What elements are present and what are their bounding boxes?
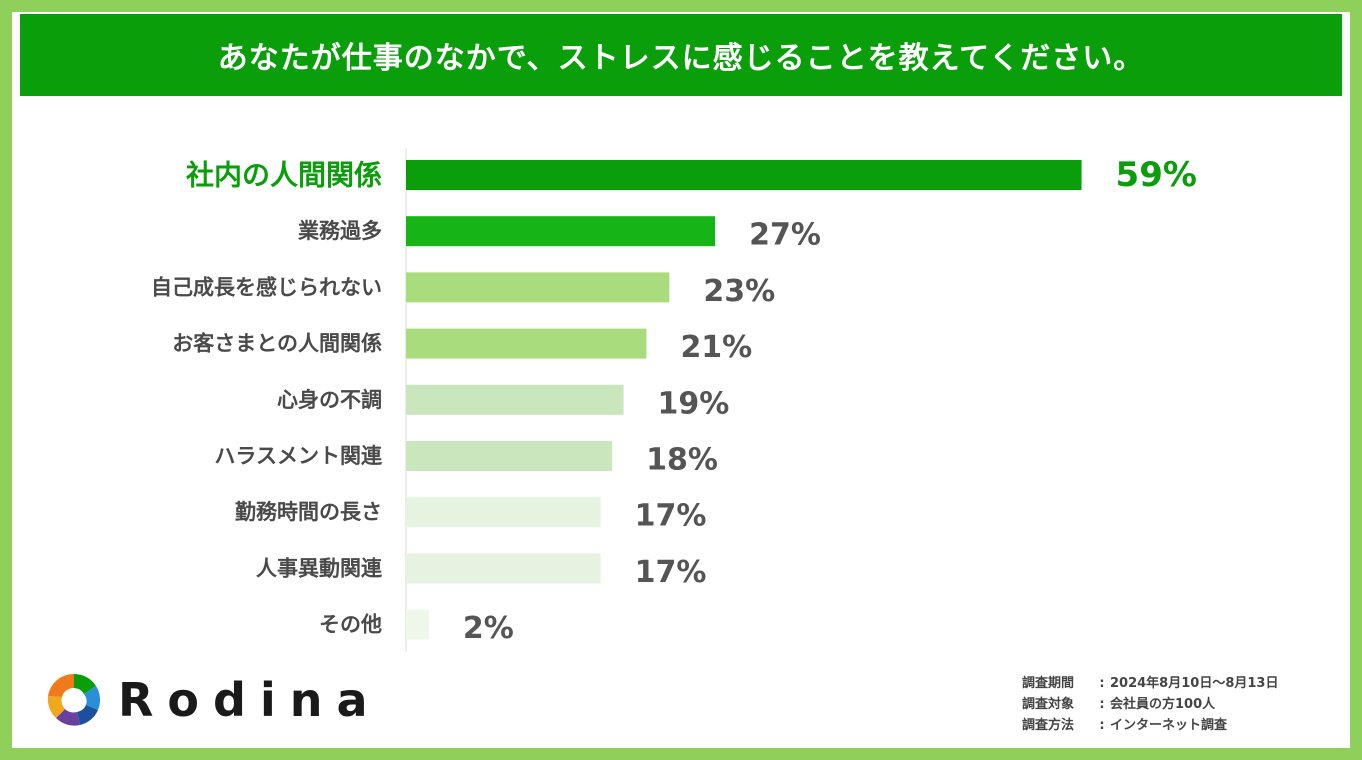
- survey-key: 調査期間: [1022, 676, 1075, 691]
- value-label: 2%: [463, 611, 514, 646]
- logo: Rodina: [46, 672, 382, 728]
- survey-row-period: 調査期間 : 2024年8月10日〜8月13日: [1022, 673, 1278, 694]
- bar: [406, 328, 647, 359]
- bar: [406, 160, 1082, 190]
- value-label: 27%: [749, 218, 821, 253]
- chart-title: あなたが仕事のなかで、ストレスに感じることを教えてください。: [20, 14, 1342, 96]
- survey-value: 会社員の方100人: [1110, 697, 1216, 712]
- category-label: 心身の不調: [277, 388, 382, 412]
- value-label: 18%: [646, 443, 718, 478]
- category-label: お客さまとの人間関係: [172, 332, 382, 356]
- bar: [406, 216, 716, 247]
- bar: [406, 441, 613, 471]
- category-label: ハラスメント関連: [214, 444, 383, 468]
- value-label: 21%: [680, 330, 752, 365]
- bar: [406, 609, 429, 640]
- bar: [406, 497, 601, 528]
- rodina-logo-icon: [47, 673, 101, 726]
- bar-chart: 社内の人間関係 59% 業務過多 27% 自己成長を感じられない 23% お客さまとの人間関…: [151, 148, 1197, 652]
- survey-separator: :: [1099, 697, 1105, 712]
- survey-separator: :: [1099, 718, 1105, 733]
- survey-value: 2024年8月10日〜8月13日: [1110, 676, 1279, 691]
- survey-key: 調査方法: [1022, 718, 1075, 733]
- value-label: 19%: [658, 386, 730, 421]
- category-label: 業務過多: [298, 219, 382, 243]
- category-label: その他: [319, 613, 382, 637]
- survey-key: 調査対象: [1022, 697, 1075, 712]
- bar: [406, 272, 670, 303]
- survey-value: インターネット調査: [1110, 718, 1228, 733]
- bar: [406, 553, 601, 584]
- survey-separator: :: [1099, 676, 1105, 691]
- value-label: 17%: [635, 499, 707, 534]
- category-label: 社内の人間関係: [186, 159, 382, 192]
- survey-info: 調査期間 : 2024年8月10日〜8月13日 調査対象 : 会社員の方100人…: [1022, 673, 1278, 736]
- category-label: 人事異動関連: [256, 556, 383, 580]
- survey-row-method: 調査方法 : インターネット調査: [1022, 715, 1278, 736]
- value-label: 23%: [703, 274, 775, 309]
- value-label: 59%: [1116, 155, 1197, 195]
- category-label: 勤務時間の長さ: [235, 500, 382, 524]
- survey-row-target: 調査対象 : 会社員の方100人: [1022, 694, 1278, 715]
- bar: [406, 384, 624, 415]
- logo-text: Rodina: [118, 673, 382, 727]
- category-label: 自己成長を感じられない: [151, 275, 382, 299]
- value-label: 17%: [635, 555, 707, 590]
